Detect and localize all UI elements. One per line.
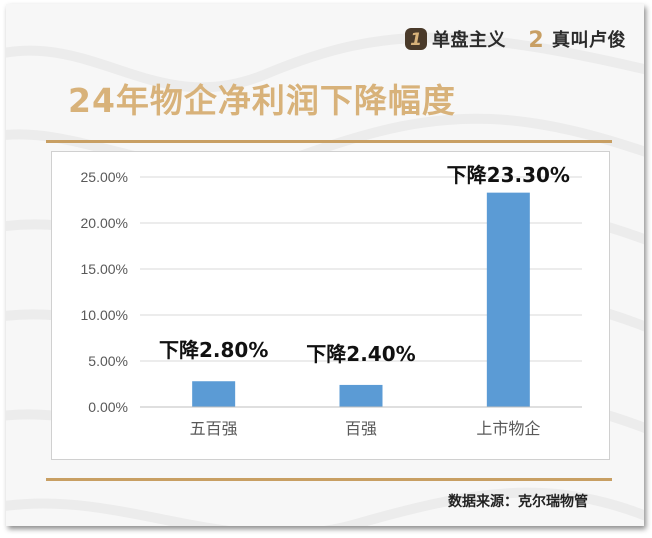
badge-two-text: 2	[528, 28, 543, 51]
y-tick-label: 5.00%	[88, 353, 128, 369]
brand-label-1: 单盘主义	[432, 30, 506, 51]
bar	[339, 384, 383, 407]
data-source: 数据来源：克尔瑞物管	[448, 494, 588, 510]
number-two-icon: 2	[524, 27, 548, 51]
brand-bar: 1 单盘主义 2 真叫卢俊	[404, 26, 626, 52]
brand-item-1: 1 单盘主义	[404, 26, 506, 52]
bottom-divider	[46, 478, 612, 481]
y-tick-label: 15.00%	[81, 261, 128, 277]
chart-frame: 0.00% 5.00% 10.00% 15.00% 20.00% 25.00% 五百强 下降2…	[51, 151, 610, 460]
bar-chart: 0.00% 5.00% 10.00% 15.00% 20.00% 25.00% 五百强 下降2…	[81, 163, 582, 438]
y-tick-label: 10.00%	[81, 307, 128, 323]
x-category-label: 百强	[345, 419, 377, 438]
bar	[486, 192, 530, 407]
y-tick-label: 20.00%	[81, 215, 128, 231]
x-category-label: 五百强	[190, 419, 238, 438]
y-tick-label: 25.00%	[81, 169, 128, 185]
infographic-card: 1 单盘主义 2 真叫卢俊 24年物企净利润下降幅度 0.00% 5.00% 10.…	[6, 4, 644, 526]
number-one-icon: 1	[404, 27, 428, 51]
brand-item-2: 2 真叫卢俊	[524, 26, 626, 52]
bar	[192, 381, 236, 407]
data-label: 下降2.40%	[306, 342, 415, 366]
top-divider	[46, 140, 612, 143]
x-category-label: 上市物企	[476, 419, 540, 438]
brand-label-2: 真叫卢俊	[552, 30, 626, 51]
data-label: 下降2.80%	[159, 338, 268, 362]
y-tick-label: 0.00%	[88, 399, 128, 415]
page-title: 24年物企净利润下降幅度	[68, 81, 456, 120]
data-label: 下降23.30%	[447, 163, 570, 187]
badge-one-text: 1	[410, 30, 422, 50]
